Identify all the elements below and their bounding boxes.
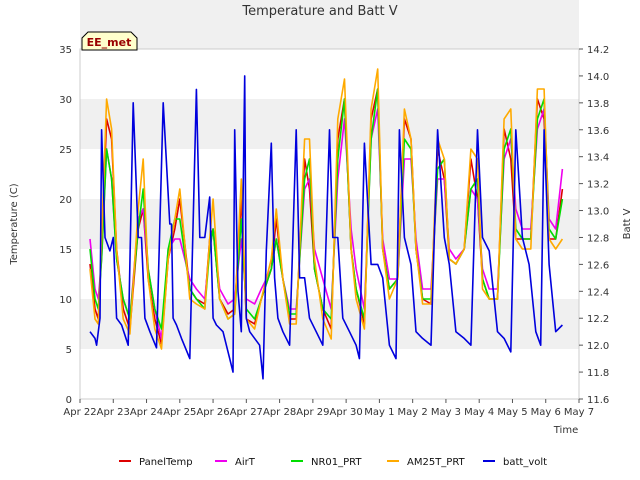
x-tick-label: Apr 30: [330, 407, 363, 418]
y2-tick-label: 12.0: [587, 341, 609, 352]
y-axis-label: Temperature (C): [9, 183, 20, 265]
chart-title: Temperature and Batt V: [241, 4, 397, 19]
y2-tick-label: 13.8: [587, 99, 609, 110]
y2-tick-label: 14.2: [587, 45, 609, 56]
y-tick-label: 15: [59, 245, 72, 256]
x-tick-label: Apr 25: [163, 407, 196, 418]
y2-tick-label: 12.4: [587, 287, 609, 298]
y-tick-label: 30: [59, 95, 72, 106]
x-tick-label: May 1: [364, 407, 394, 418]
y2-tick-label: 11.8: [587, 368, 609, 379]
y2-tick-label: 13.6: [587, 126, 609, 137]
y-tick-label: 25: [59, 145, 72, 156]
legend-label: AirT: [235, 457, 256, 468]
y-tick-label: 0: [66, 395, 72, 406]
y-tick-label: 35: [59, 45, 72, 56]
station-tag: EE_met: [81, 31, 138, 51]
y2-tick-label: 11.6: [587, 395, 609, 406]
x-tick-label: May 3: [431, 407, 461, 418]
x-tick-label: Apr 26: [196, 407, 229, 418]
y2-tick-label: 12.2: [587, 314, 609, 325]
grid-band: [80, 199, 579, 249]
x-tick-label: Apr 28: [263, 407, 296, 418]
x-tick-label: Apr 29: [296, 407, 329, 418]
legend-label: AM25T_PRT: [407, 457, 466, 468]
x-tick-label: May 4: [464, 407, 494, 418]
station-tag-label: EE_met: [87, 36, 132, 49]
y2-tick-label: 14.0: [587, 72, 609, 83]
x-tick-label: May 6: [531, 407, 561, 418]
legend: PanelTemp AirT NR01_PRT AM25T_PRT batt_volt: [119, 457, 547, 468]
x-tick-label: Apr 27: [230, 407, 263, 418]
legend-label: PanelTemp: [139, 457, 193, 468]
y2-tick-label: 12.6: [587, 260, 609, 271]
x-axis-label: Time: [553, 425, 578, 436]
y-tick-label: 5: [66, 345, 72, 356]
plot-frame: [79, 48, 580, 400]
series-line-batt-volt: [89, 75, 563, 380]
x-tick-label: May 2: [398, 407, 428, 418]
y2-tick-label: 13.4: [587, 153, 609, 164]
y2-tick-label: 13.2: [587, 180, 609, 191]
grid-band: [80, 0, 579, 49]
y2-axis-label: Batt V: [622, 208, 633, 239]
legend-label: batt_volt: [503, 457, 547, 468]
x-tick-label: Apr 23: [97, 407, 130, 418]
y2-tick-label: 12.8: [587, 233, 609, 244]
y-tick-label: 20: [59, 195, 72, 206]
x-tick-label: Apr 22: [63, 407, 96, 418]
x-tick-label: Apr 24: [130, 407, 163, 418]
station-tag-box: [81, 31, 138, 51]
legend-label: NR01_PRT: [311, 457, 362, 468]
axes-layer: Apr 22 Apr 23 Apr 24 Apr 25 Apr 26 Apr 27 Apr …: [59, 45, 609, 418]
x-tick-label: May 5: [497, 407, 527, 418]
series-layer: [89, 68, 564, 380]
series-line-am25t-prt: [89, 68, 564, 350]
x-tick-label: May 7: [564, 407, 594, 418]
y2-tick-label: 13.0: [587, 207, 609, 218]
y-tick-label: 10: [59, 295, 72, 306]
